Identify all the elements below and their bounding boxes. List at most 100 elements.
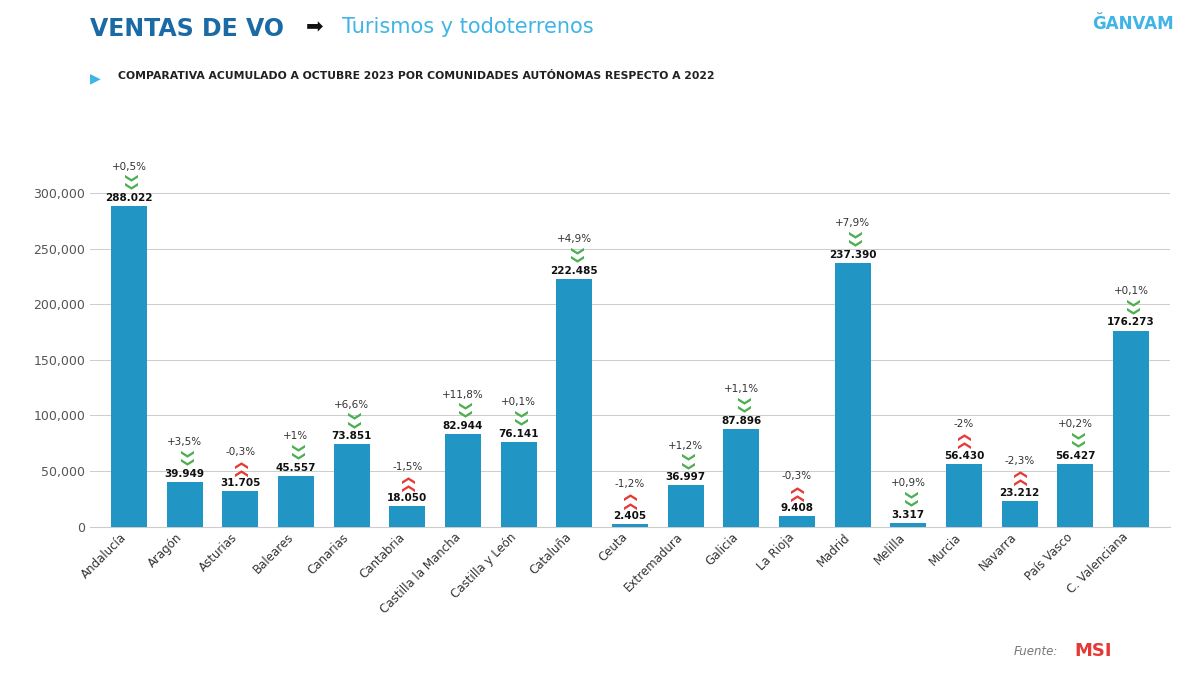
Text: ❯: ❯ [568, 246, 581, 256]
Text: COMPARATIVA ACUMULADO A OCTUBRE 2023 POR COMUNIDADES AUTÓNOMAS RESPECTO A 2022: COMPARATIVA ACUMULADO A OCTUBRE 2023 POR… [118, 71, 714, 81]
Bar [557, 279, 593, 526]
Text: 176.273: 176.273 [1108, 317, 1154, 327]
Text: ❯: ❯ [734, 404, 748, 414]
Text: 45.557: 45.557 [276, 463, 317, 472]
Text: +4,9%: +4,9% [557, 234, 592, 244]
Text: ❯: ❯ [1124, 298, 1138, 308]
Text: 288.022: 288.022 [106, 193, 152, 203]
Text: +1,2%: +1,2% [668, 441, 703, 451]
Text: ❯: ❯ [122, 182, 136, 192]
Text: ❯: ❯ [401, 473, 414, 484]
Text: ❯: ❯ [234, 458, 247, 468]
Bar [1057, 464, 1093, 526]
Text: +0,9%: +0,9% [890, 478, 926, 488]
Text: ❯: ❯ [401, 482, 414, 492]
Text: ❯: ❯ [902, 498, 914, 508]
Bar [278, 476, 314, 526]
Text: ❯: ❯ [289, 451, 302, 462]
Text: ▶: ▶ [90, 71, 101, 85]
Text: ❯: ❯ [958, 431, 971, 441]
Text: 87.896: 87.896 [721, 416, 762, 426]
Bar [1002, 501, 1038, 526]
Text: +7,9%: +7,9% [835, 218, 870, 228]
Text: 9.408: 9.408 [780, 503, 814, 513]
Text: 39.949: 39.949 [164, 469, 205, 479]
Text: -0,3%: -0,3% [782, 471, 812, 481]
Text: ❯: ❯ [846, 230, 859, 240]
Bar [667, 485, 703, 526]
Text: +6,6%: +6,6% [334, 400, 370, 410]
Text: ❯: ❯ [178, 457, 191, 468]
Text: 18.050: 18.050 [388, 493, 427, 504]
Text: -2%: -2% [954, 419, 974, 429]
Text: 56.427: 56.427 [1055, 451, 1096, 461]
Text: ❯: ❯ [624, 491, 636, 502]
Text: VENTAS DE VO: VENTAS DE VO [90, 17, 284, 41]
Text: -1,2%: -1,2% [614, 479, 646, 489]
Text: ❯: ❯ [958, 439, 971, 450]
Text: 237.390: 237.390 [829, 250, 876, 259]
Text: ❯: ❯ [512, 409, 526, 419]
Text: -0,3%: -0,3% [226, 447, 256, 456]
Text: Fuente:: Fuente: [1014, 645, 1058, 658]
Text: ❯: ❯ [512, 417, 526, 427]
Text: ❯: ❯ [1013, 468, 1026, 478]
Text: ❯: ❯ [791, 483, 804, 493]
Text: ĞANVAM: ĞANVAM [1092, 15, 1174, 33]
Text: 36.997: 36.997 [666, 472, 706, 483]
Bar [167, 482, 203, 526]
Bar [222, 491, 258, 526]
Text: +0,5%: +0,5% [112, 161, 146, 171]
Text: ❯: ❯ [568, 254, 581, 265]
Text: 222.485: 222.485 [551, 266, 598, 276]
Text: -1,5%: -1,5% [392, 462, 422, 472]
Bar [1112, 331, 1150, 526]
Text: ❯: ❯ [679, 452, 692, 463]
Text: -2,3%: -2,3% [1004, 456, 1034, 466]
Text: ❯: ❯ [1069, 439, 1082, 450]
Bar [724, 429, 760, 526]
Text: +1%: +1% [283, 431, 308, 441]
Text: ➡: ➡ [306, 17, 324, 37]
Text: +11,8%: +11,8% [442, 389, 484, 400]
Text: ❯: ❯ [234, 466, 247, 477]
Bar [946, 464, 982, 526]
Text: ❯: ❯ [122, 173, 136, 184]
Text: 73.851: 73.851 [331, 431, 372, 441]
Text: ❯: ❯ [791, 491, 804, 502]
Text: ❯: ❯ [624, 499, 636, 510]
Bar [834, 263, 871, 526]
Text: 82.944: 82.944 [443, 421, 484, 431]
Text: 76.141: 76.141 [498, 429, 539, 439]
Text: ❯: ❯ [902, 490, 914, 500]
Bar [110, 207, 148, 526]
Text: ❯: ❯ [289, 443, 302, 454]
Text: Turismos y todoterrenos: Turismos y todoterrenos [342, 17, 594, 37]
Text: 3.317: 3.317 [892, 510, 925, 520]
Text: +0,1%: +0,1% [502, 397, 536, 407]
Bar [389, 506, 426, 526]
Text: MSI: MSI [1074, 642, 1111, 660]
Bar [612, 524, 648, 527]
Text: +0,1%: +0,1% [1114, 286, 1148, 296]
Text: 31.705: 31.705 [220, 478, 260, 488]
Text: ❯: ❯ [456, 402, 469, 412]
Text: ❯: ❯ [846, 238, 859, 248]
Text: ❯: ❯ [734, 396, 748, 406]
Text: ❯: ❯ [346, 420, 358, 430]
Text: 2.405: 2.405 [613, 511, 647, 520]
Bar [445, 434, 481, 526]
Text: ❯: ❯ [456, 410, 469, 420]
Text: ❯: ❯ [679, 460, 692, 471]
Bar [779, 516, 815, 526]
Bar [890, 523, 926, 526]
Text: +1,1%: +1,1% [724, 384, 758, 394]
Text: ❯: ❯ [346, 412, 358, 422]
Text: +3,5%: +3,5% [167, 437, 203, 448]
Bar [500, 442, 536, 526]
Text: ❯: ❯ [1013, 476, 1026, 487]
Text: +0,2%: +0,2% [1058, 419, 1093, 429]
Text: ❯: ❯ [1124, 306, 1138, 316]
Bar [334, 444, 370, 526]
Text: ❯: ❯ [178, 449, 191, 460]
